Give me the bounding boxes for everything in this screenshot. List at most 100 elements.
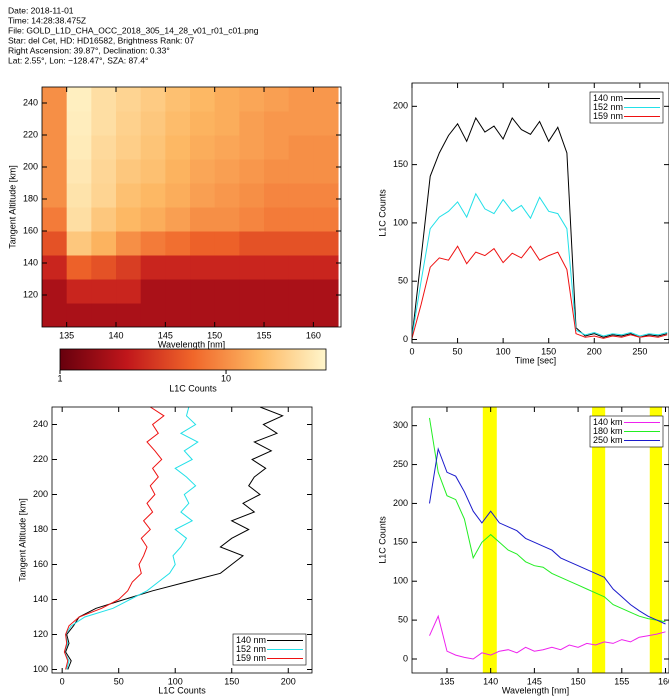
x-tick-label: 150 (207, 330, 222, 340)
heat-cell (140, 255, 166, 280)
heat-cell (214, 303, 240, 327)
heat-cell (165, 279, 191, 304)
series-line (412, 192, 668, 338)
x-tick-label: 145 (527, 676, 542, 686)
heat-cell (214, 183, 240, 208)
y-tick-label: 50 (398, 276, 408, 286)
x-tick-label: 160 (306, 330, 321, 340)
heat-cell (91, 255, 117, 280)
x-tick-label: 50 (453, 346, 463, 356)
heat-cell (214, 135, 240, 160)
y-tick-label: 100 (393, 576, 408, 586)
header-line: Star: del Cet, HD: HD16582, Brightness R… (8, 35, 194, 45)
x-tick-label: 100 (168, 676, 183, 686)
heat-cell (190, 87, 216, 112)
heat-cell (313, 231, 339, 256)
plot-area (63, 407, 284, 670)
band (592, 407, 606, 673)
heat-cell (140, 207, 166, 232)
heat-cell (116, 279, 142, 304)
heat-cell (165, 135, 191, 160)
heat-cell (116, 207, 142, 232)
heat-cell (91, 183, 117, 208)
heat-cell (91, 135, 117, 160)
x-tick-label: 155 (614, 676, 629, 686)
x-tick-label: 0 (60, 676, 65, 686)
y-tick-label: 140 (33, 594, 48, 604)
heat-cell (288, 87, 314, 112)
heat-cell (190, 135, 216, 160)
heat-cell (288, 159, 314, 184)
heat-cell (313, 279, 339, 304)
colorbar-tick-label: 1 (57, 373, 62, 383)
header-line: Time: 14:28:38.475Z (8, 15, 86, 25)
heat-cell (140, 279, 166, 304)
heat-cell (66, 255, 92, 280)
heat-cell (190, 207, 216, 232)
heat-cell (42, 303, 68, 327)
y-tick-label: 180 (33, 524, 48, 534)
heat-cell (91, 303, 117, 327)
x-tick-label: 160 (658, 676, 669, 686)
heat-cell (42, 279, 68, 304)
heat-cell (288, 303, 314, 327)
heat-cell (214, 207, 240, 232)
band (482, 407, 497, 673)
heat-cell (190, 111, 216, 136)
heat-cell (116, 255, 142, 280)
heat-cell (42, 231, 68, 256)
heat-cell (239, 255, 265, 280)
heat-cell (214, 279, 240, 304)
heat-cell (190, 231, 216, 256)
x-tick-label: 140 (483, 676, 498, 686)
x-axis-title: Wavelength [nm] (502, 685, 569, 695)
plot-area (412, 116, 668, 339)
heat-cell (264, 135, 290, 160)
y-tick-label: 160 (23, 225, 38, 235)
heat-cell (190, 183, 216, 208)
heat-cell (116, 159, 142, 184)
heat-cell (239, 135, 265, 160)
heat-cell (165, 159, 191, 184)
heat-cell (264, 207, 290, 232)
y-tick-label: 100 (33, 664, 48, 674)
heat-cell (264, 303, 290, 327)
x-tick-label: 0 (409, 346, 414, 356)
legend-label: 140 nm (593, 93, 623, 103)
heat-cell (288, 279, 314, 304)
heat-cell (190, 159, 216, 184)
heat-cell (288, 111, 314, 136)
y-tick-label: 140 (23, 257, 38, 267)
y-tick-label: 200 (33, 489, 48, 499)
y-tick-label: 100 (393, 217, 408, 227)
heat-cell (66, 159, 92, 184)
x-tick-label: 150 (571, 676, 586, 686)
y-tick-label: 160 (33, 559, 48, 569)
series-line (412, 245, 668, 339)
x-tick-label: 145 (158, 330, 173, 340)
heat-cell (116, 183, 142, 208)
heat-cell (239, 87, 265, 112)
y-axis-title: L1C Counts (377, 189, 387, 237)
heat-cell (214, 87, 240, 112)
heat-cell (214, 255, 240, 280)
heat-cell (165, 183, 191, 208)
x-tick-label: 50 (114, 676, 124, 686)
legend-label: 140 km (593, 417, 623, 427)
heat-cell (66, 183, 92, 208)
heat-cell (264, 159, 290, 184)
heat-cell (66, 135, 92, 160)
heat-cell (264, 183, 290, 208)
heat-cell (313, 255, 339, 280)
axes-frame (51, 406, 313, 674)
series-line (429, 447, 666, 625)
x-axis-title: Wavelength [nm] (158, 339, 225, 349)
heat-cell (66, 111, 92, 136)
heat-cell (190, 279, 216, 304)
series-line (412, 116, 668, 338)
plot-area (429, 407, 666, 673)
series-line (429, 614, 666, 660)
y-tick-label: 180 (23, 193, 38, 203)
y-tick-label: 200 (393, 101, 408, 111)
header-line: Right Ascension: 39.87°, Declination: 0.… (8, 45, 170, 55)
